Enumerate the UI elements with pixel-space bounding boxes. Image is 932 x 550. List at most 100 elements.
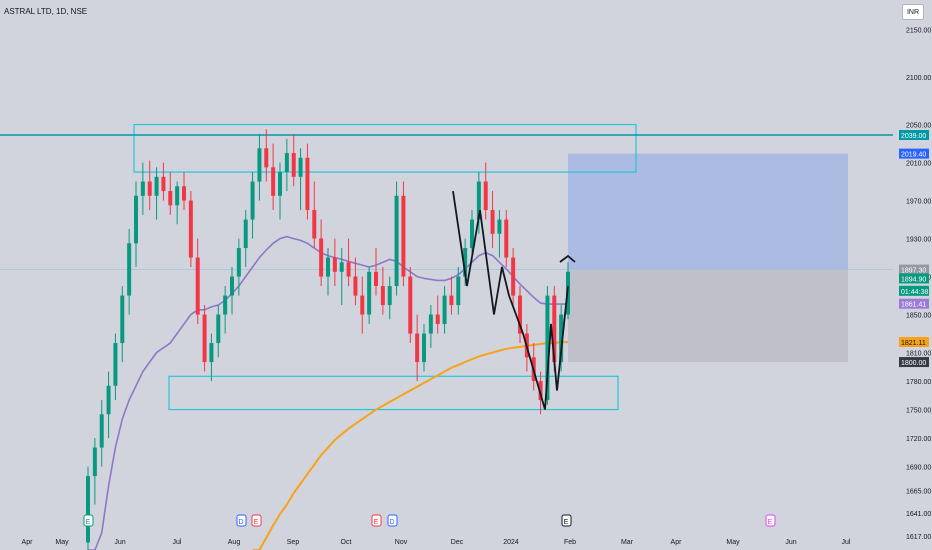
supply-zone-box (133, 123, 637, 173)
x-tick-label: Jun (114, 539, 125, 546)
candle-body (147, 181, 152, 196)
earnings-marker-badge (387, 514, 398, 527)
candle-body (264, 148, 269, 168)
y-tick-label: 1810.00 (906, 351, 931, 358)
candle-body (346, 262, 351, 277)
earnings-marker-badge (236, 514, 247, 527)
candle-body (552, 295, 557, 363)
price-tag-label: 1894.90 (901, 276, 926, 283)
candle-body (250, 181, 255, 220)
y-tick-label: 2010.00 (906, 161, 931, 168)
candle-body (422, 333, 426, 363)
candle-body (298, 157, 303, 177)
candle-body (511, 257, 516, 296)
x-tick-label: May (726, 539, 740, 546)
y-tick-label: 1780.00 (906, 379, 931, 386)
candle-body (271, 167, 276, 196)
candle-body (559, 314, 564, 363)
earnings-marker-badge (371, 514, 382, 527)
y-tick-label: 2100.00 (906, 75, 931, 82)
x-tick-label: May (55, 539, 69, 546)
y-tick-label: 2150.00 (906, 28, 931, 35)
candle-body (182, 186, 186, 201)
candle-body (168, 191, 173, 206)
candle-body (106, 385, 111, 415)
demand-zone-box (168, 375, 619, 411)
price-tag-label: 2039.00 (901, 133, 926, 140)
candle-body (428, 314, 433, 334)
x-tick-label: Apr (22, 539, 34, 546)
candle-body (223, 295, 228, 315)
candle-body (504, 219, 509, 258)
price-tag-label: 1897.30 (901, 268, 926, 275)
pattern-drawing (452, 190, 569, 410)
candle-body (374, 271, 378, 287)
candle-body (456, 276, 461, 306)
candle-body (195, 257, 200, 315)
candle-body (545, 295, 550, 401)
candle-body (538, 381, 543, 401)
ma-long-path (252, 341, 568, 550)
price-tag-bg (899, 298, 929, 309)
y-tick-label: 1970.00 (906, 199, 931, 206)
y-tick-label: 1641.00 (906, 511, 931, 518)
candle-body (113, 343, 118, 386)
candle-body (442, 295, 447, 325)
price-tag-bg (899, 285, 929, 296)
earnings-marker-label: E (254, 519, 259, 526)
price-tag-bg (899, 130, 929, 140)
candle-body (476, 181, 481, 220)
x-tick-label: 2024 (503, 539, 519, 546)
y-tick-label: 1665.00 (906, 488, 931, 495)
x-tick-label: Oct (341, 539, 352, 546)
candle-body (470, 219, 474, 249)
candle-body (243, 219, 248, 249)
y-tick-label: 1690.00 (906, 465, 931, 472)
candle-body (367, 271, 372, 315)
candle-body (140, 181, 145, 196)
candle-body (490, 210, 495, 234)
currency-button[interactable]: INR (902, 4, 924, 20)
candle-body (86, 476, 90, 543)
candle-body (175, 186, 180, 206)
x-tick-label: Jul (173, 539, 182, 546)
y-tick-label: 1720.00 (906, 436, 931, 443)
candle-body (449, 295, 454, 306)
candle-body (463, 248, 468, 277)
price-tag-label: 1800.00 (901, 360, 926, 367)
candle-body (387, 286, 392, 306)
x-tick-label: Sep (287, 539, 300, 546)
candle-body (134, 195, 138, 244)
price-tag-bg (899, 357, 929, 368)
price-tag-bg (899, 273, 929, 284)
candle-body (305, 157, 310, 211)
candle-body (497, 219, 502, 234)
price-tag-bg (899, 148, 929, 159)
candle-body (394, 195, 399, 287)
price-tag-label: 01:44:38 (901, 289, 928, 296)
candle-body (339, 262, 344, 272)
arrow-head-icon (559, 254, 576, 263)
y-tick-label: 2050.00 (906, 123, 931, 130)
candle-body (188, 200, 193, 258)
candle-body (360, 295, 365, 315)
candle-body (278, 172, 282, 196)
x-tick-label: Aug (228, 539, 241, 546)
candle-body (353, 276, 358, 296)
candle-body (401, 195, 406, 277)
candle-body (312, 210, 317, 239)
price-tag-label: 1821.11 (901, 340, 926, 347)
candle-body (216, 314, 221, 344)
chart-title: ASTRAL LTD, 1D, NSE (4, 7, 88, 16)
earnings-marker-label: E (374, 519, 379, 526)
candle-body (127, 243, 132, 296)
candle-body (380, 286, 385, 306)
candle-body (202, 314, 207, 363)
candle-body (236, 248, 241, 277)
candle-body (518, 295, 522, 334)
earnings-marker-label: D (238, 519, 243, 526)
x-tick-label: Feb (564, 539, 576, 546)
candle-body (284, 153, 289, 173)
